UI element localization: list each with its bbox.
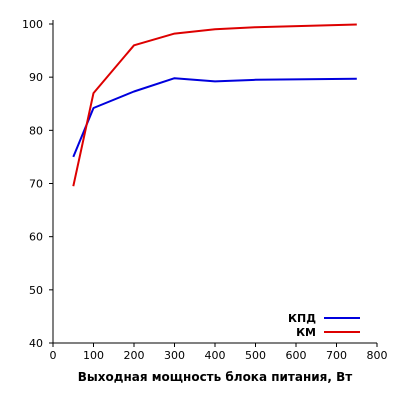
x-tick-label: 100 xyxy=(83,349,104,362)
x-tick-label: 500 xyxy=(245,349,266,362)
x-tick-label: 800 xyxy=(367,349,388,362)
x-tick-label: 400 xyxy=(205,349,226,362)
x-tick-label: 600 xyxy=(286,349,307,362)
series-line-1 xyxy=(72,23,357,187)
y-tick-label: 60 xyxy=(29,231,43,244)
x-tick-label: 300 xyxy=(164,349,185,362)
y-tick-label: 70 xyxy=(29,178,43,191)
y-tick-label: 40 xyxy=(29,337,43,350)
y-tick-label: 100 xyxy=(22,18,43,31)
y-tick-label: 80 xyxy=(29,124,43,137)
legend-label: КПД xyxy=(288,312,316,325)
series-lines xyxy=(72,23,357,187)
legend-label: КМ xyxy=(296,326,316,339)
x-tick-label: 0 xyxy=(50,349,57,362)
series-line-0 xyxy=(72,77,357,158)
y-tick-label: 90 xyxy=(29,71,43,84)
chart-axes xyxy=(52,20,377,344)
x-axis-label: Выходная мощность блока питания, Вт xyxy=(78,370,353,384)
x-tick-label: 200 xyxy=(124,349,145,362)
y-tick-label: 50 xyxy=(29,284,43,297)
x-tick-label: 700 xyxy=(326,349,347,362)
y-axis-ticks: 40 50 60 70 80 90 100 xyxy=(22,18,53,350)
x-axis-ticks: 0 100 200 300 400 500 600 700 800 xyxy=(50,343,388,362)
